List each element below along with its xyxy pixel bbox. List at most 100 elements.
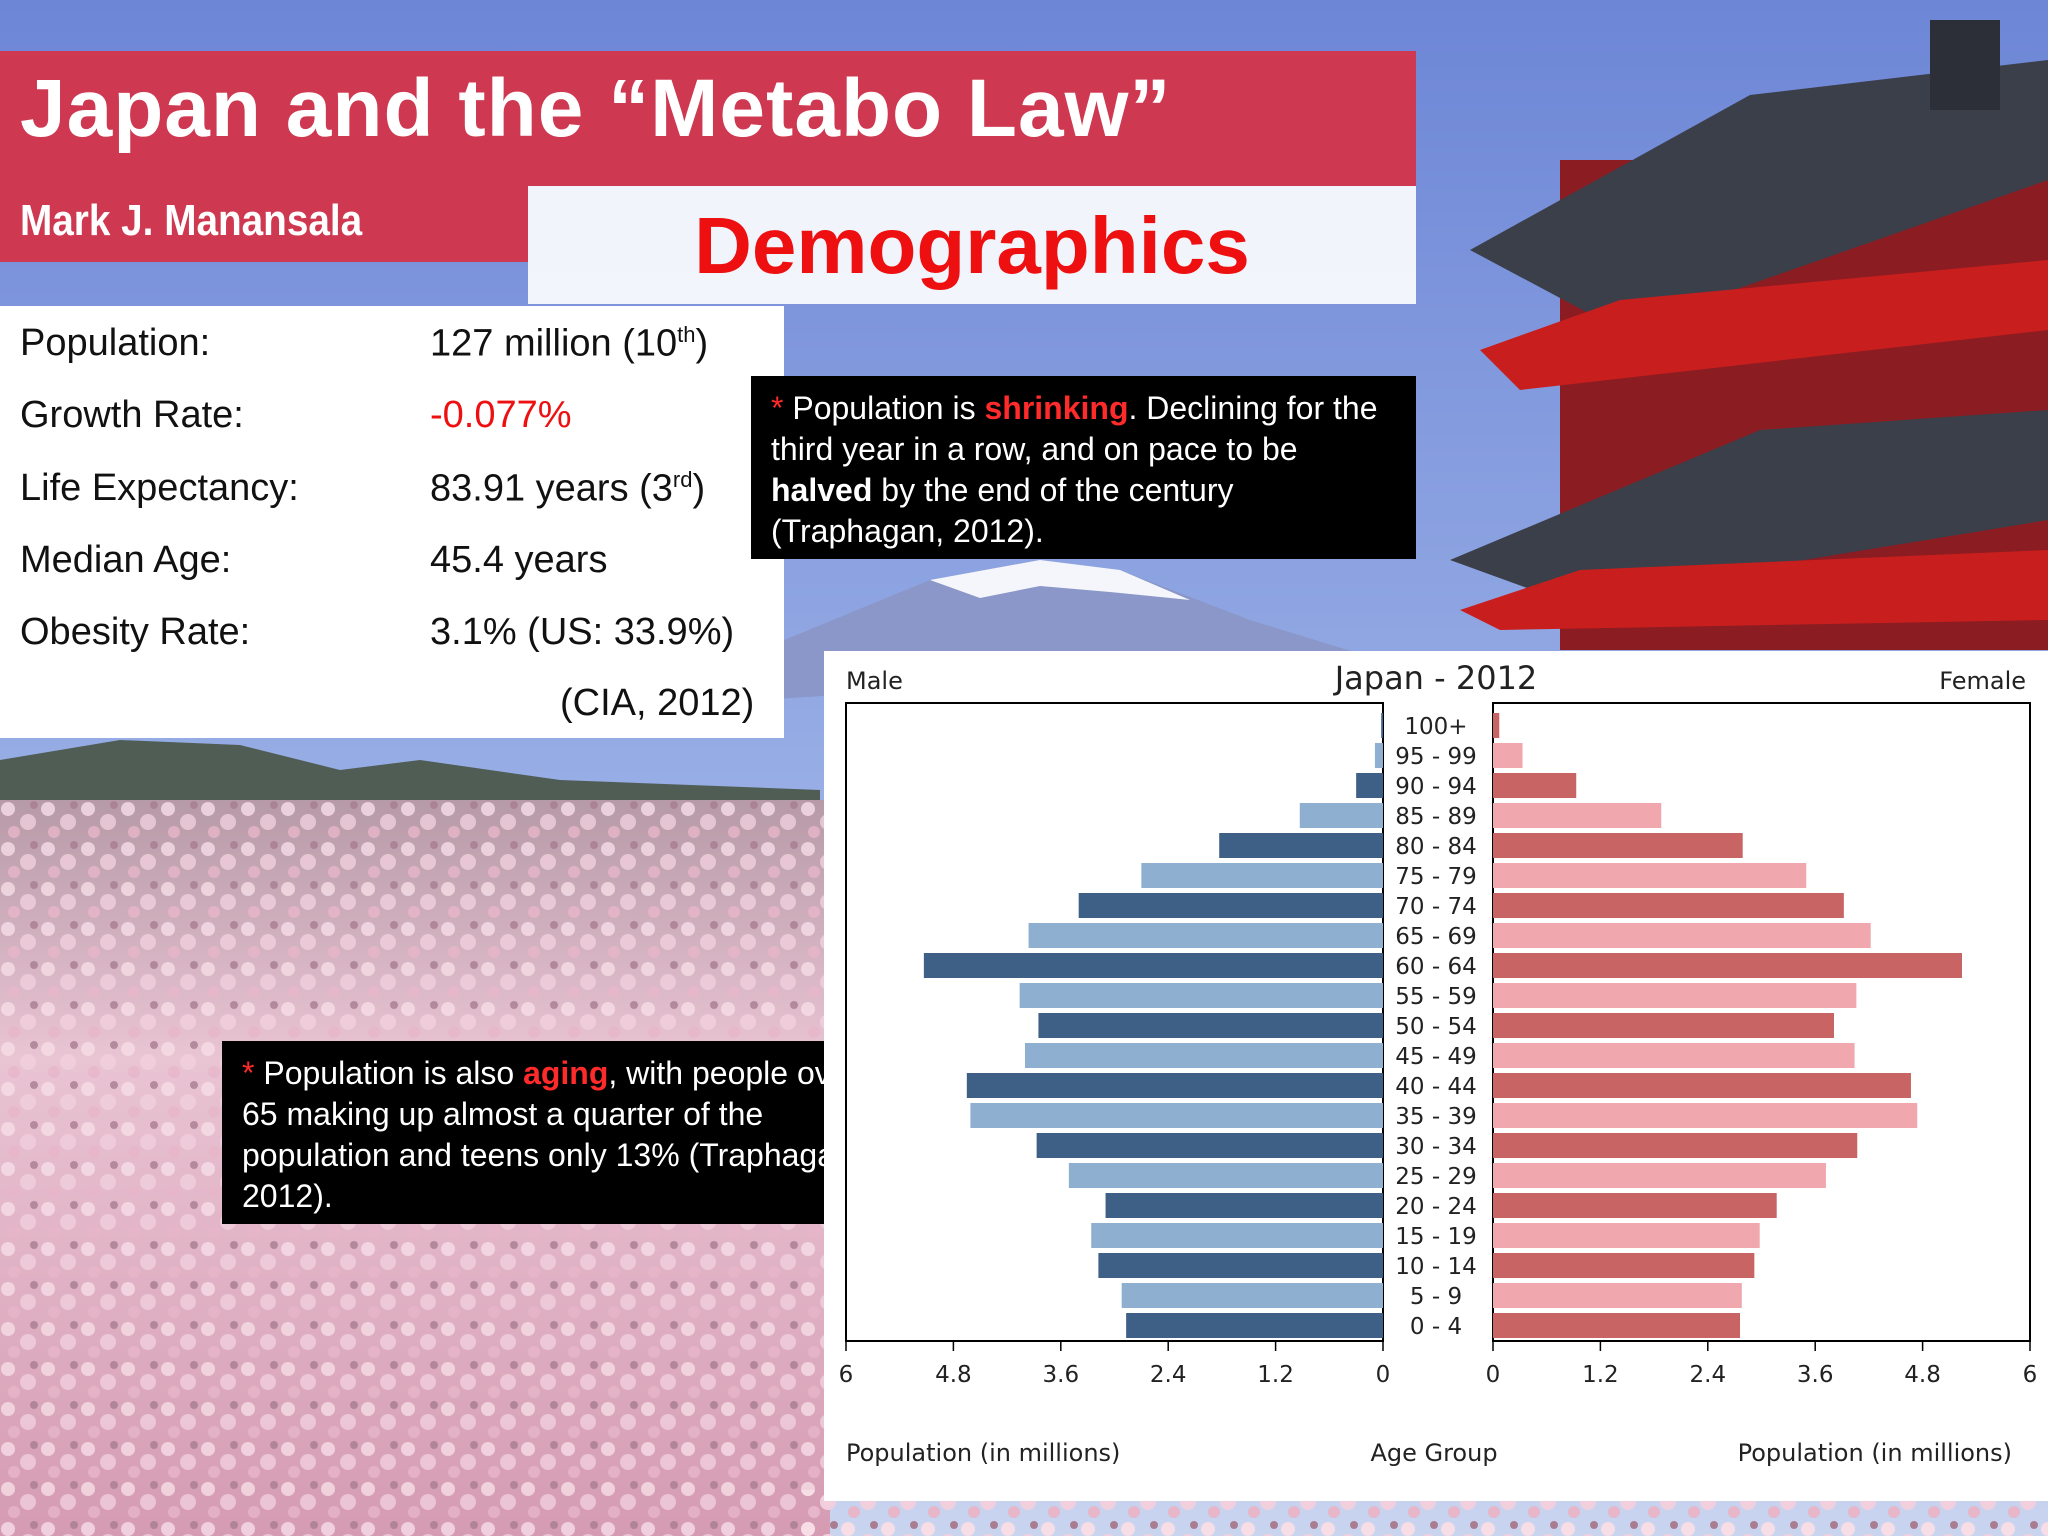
stat-value: 83.91 years (3rd) bbox=[430, 467, 706, 510]
female-bar bbox=[1493, 1193, 1777, 1218]
male-bar bbox=[1098, 1253, 1383, 1278]
note-highlight: shrinking bbox=[984, 390, 1129, 426]
male-bar bbox=[1019, 983, 1383, 1008]
male-bar bbox=[1068, 1163, 1383, 1188]
male-bar bbox=[1126, 1313, 1383, 1338]
age-group-label: 65 - 69 bbox=[1395, 924, 1476, 950]
population-pyramid-chart: Male Japan - 2012 Female 100+ 95 - 99 90 - 94… bbox=[839, 659, 2038, 1467]
title-bar bbox=[0, 51, 1416, 186]
male-bar bbox=[970, 1103, 1383, 1128]
slide-title: Japan and the “Metabo Law” bbox=[20, 63, 1172, 154]
male-bar bbox=[1356, 773, 1383, 798]
female-x-axis-label: Population (in millions) bbox=[1738, 1439, 2012, 1467]
age-group-label: 0 - 4 bbox=[1410, 1314, 1462, 1340]
male-bar bbox=[1036, 1133, 1383, 1158]
female-bar bbox=[1493, 803, 1662, 828]
section-banner bbox=[528, 186, 1416, 304]
female-tick-label: 0 bbox=[1486, 1362, 1501, 1388]
male-tick-label: 3.6 bbox=[1043, 1362, 1080, 1388]
male-bar bbox=[1025, 1043, 1383, 1068]
stat-label: Life Expectancy: bbox=[20, 467, 299, 509]
age-group-label: 10 - 14 bbox=[1395, 1254, 1476, 1280]
age-axis-label: Age Group bbox=[1370, 1439, 1497, 1467]
stats-source: (CIA, 2012) bbox=[560, 682, 755, 724]
female-tick-label: 3.6 bbox=[1797, 1362, 1834, 1388]
age-group-label: 95 - 99 bbox=[1395, 744, 1476, 770]
age-group-label: 20 - 24 bbox=[1395, 1194, 1476, 1220]
female-bar bbox=[1493, 833, 1743, 858]
author-bar bbox=[0, 186, 528, 262]
age-group-label: 60 - 64 bbox=[1395, 954, 1476, 980]
female-bar bbox=[1493, 1283, 1742, 1308]
female-bar bbox=[1493, 1133, 1858, 1158]
female-bar bbox=[1493, 1073, 1911, 1098]
age-group-label: 75 - 79 bbox=[1395, 864, 1476, 890]
age-group-label: 90 - 94 bbox=[1395, 774, 1476, 800]
female-bar bbox=[1493, 1163, 1826, 1188]
note-asterisk: * bbox=[242, 1055, 255, 1091]
female-bar bbox=[1493, 1043, 1855, 1068]
male-tick-label: 2.4 bbox=[1150, 1362, 1187, 1388]
female-tick-label: 6 bbox=[2023, 1362, 2038, 1388]
note-text: . Declining for the third year in a row,… bbox=[771, 390, 1378, 467]
age-group-label: 15 - 19 bbox=[1395, 1224, 1476, 1250]
age-group-label: 45 - 49 bbox=[1395, 1044, 1476, 1070]
age-group-label: 30 - 34 bbox=[1395, 1134, 1476, 1160]
stat-value: 3.1% (US: 33.9%) bbox=[430, 611, 735, 653]
age-group-label: 100+ bbox=[1404, 714, 1467, 740]
stat-value: 45.4 years bbox=[430, 539, 608, 581]
stat-label: Obesity Rate: bbox=[20, 611, 251, 653]
female-bar bbox=[1493, 1313, 1741, 1338]
author-name: Mark J. Manansala bbox=[20, 196, 363, 245]
male-bar bbox=[1091, 1223, 1383, 1248]
male-bar bbox=[1299, 803, 1383, 828]
note-text: Population is bbox=[783, 390, 985, 426]
note-text: , with people over 65 making up almost a… bbox=[242, 1055, 862, 1214]
male-bar bbox=[1374, 743, 1383, 768]
male-bar bbox=[1028, 923, 1383, 948]
female-tick-label: 4.8 bbox=[1904, 1362, 1941, 1388]
female-bar bbox=[1493, 1013, 1834, 1038]
female-bar bbox=[1493, 1253, 1755, 1278]
female-bar bbox=[1493, 863, 1807, 888]
section-heading: Demographics bbox=[694, 201, 1250, 290]
stat-value: -0.077% bbox=[430, 394, 572, 436]
male-bar bbox=[923, 953, 1383, 978]
female-bar bbox=[1493, 743, 1523, 768]
stat-label: Median Age: bbox=[20, 539, 232, 581]
male-bar bbox=[1141, 863, 1383, 888]
stats-panel bbox=[0, 306, 784, 738]
age-group-label: 85 - 89 bbox=[1395, 804, 1476, 830]
male-tick-label: 4.8 bbox=[935, 1362, 972, 1388]
note-bold: halved bbox=[771, 472, 873, 508]
male-tick-label: 0 bbox=[1376, 1362, 1391, 1388]
male-label: Male bbox=[846, 667, 903, 695]
male-x-axis-label: Population (in millions) bbox=[846, 1439, 1120, 1467]
female-bar bbox=[1493, 1223, 1760, 1248]
note-asterisk: * bbox=[771, 390, 784, 426]
age-group-label: 80 - 84 bbox=[1395, 834, 1476, 860]
female-tick-label: 1.2 bbox=[1582, 1362, 1619, 1388]
age-group-label: 25 - 29 bbox=[1395, 1164, 1476, 1190]
female-bar bbox=[1493, 773, 1577, 798]
age-group-label: 55 - 59 bbox=[1395, 984, 1476, 1010]
male-bar bbox=[1219, 833, 1383, 858]
male-tick-label: 1.2 bbox=[1257, 1362, 1294, 1388]
age-group-label: 40 - 44 bbox=[1395, 1074, 1476, 1100]
male-bar bbox=[1105, 1193, 1383, 1218]
female-bar bbox=[1493, 893, 1844, 918]
shrinking-note: * Population is shrinking. Declining for… bbox=[751, 376, 1416, 559]
age-group-label: 5 - 9 bbox=[1410, 1284, 1462, 1310]
age-group-label: 50 - 54 bbox=[1395, 1014, 1476, 1040]
stat-label: Growth Rate: bbox=[20, 394, 244, 436]
female-bar bbox=[1493, 1103, 1918, 1128]
chart-title: Japan - 2012 bbox=[1333, 659, 1538, 697]
male-tick-label: 6 bbox=[839, 1362, 854, 1388]
male-bar bbox=[1038, 1013, 1383, 1038]
female-bar bbox=[1493, 983, 1857, 1008]
aging-note: * Population is also aging, with people … bbox=[222, 1041, 887, 1224]
age-group-label: 70 - 74 bbox=[1395, 894, 1476, 920]
note-text: Population is also bbox=[254, 1055, 524, 1091]
stat-label: Population: bbox=[20, 322, 211, 364]
age-group-label: 35 - 39 bbox=[1395, 1104, 1476, 1130]
